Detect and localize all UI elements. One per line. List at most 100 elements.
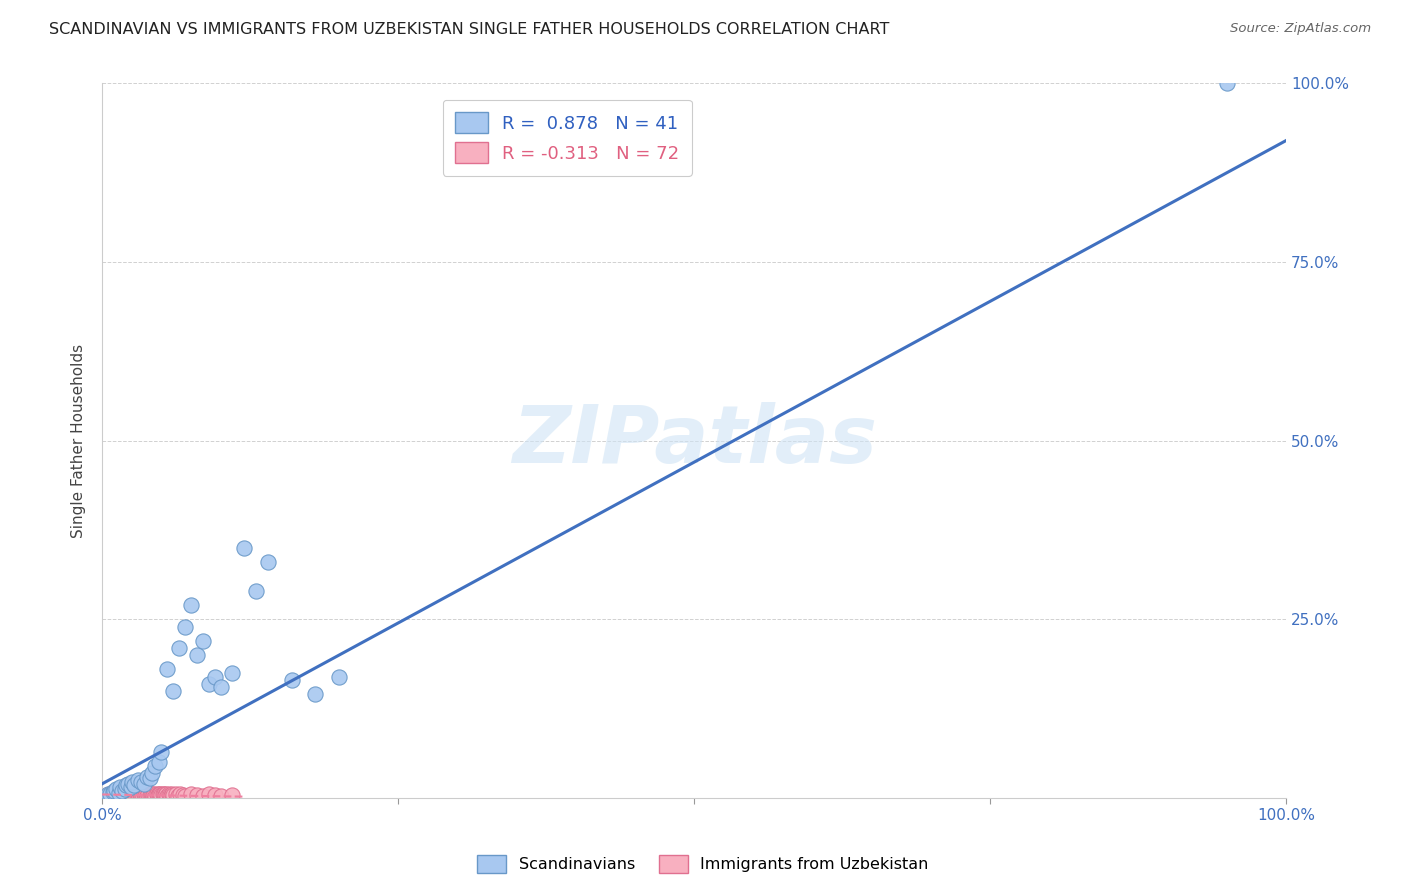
Point [114,782,136,797]
Point [143,787,166,801]
Point [100,787,122,801]
Point [146,788,169,802]
Point [97,789,120,803]
Point [233,541,256,555]
Point [136,789,159,803]
Point [122,778,145,792]
Point [191,633,214,648]
Point [162,788,184,802]
Point [103,788,125,802]
Point [107,788,129,802]
Point [145,759,167,773]
Point [221,665,243,680]
Point [204,788,226,802]
Legend: R =  0.878   N = 41, R = -0.313   N = 72: R = 0.878 N = 41, R = -0.313 N = 72 [443,100,692,176]
Point [136,770,159,784]
Point [141,788,163,802]
Point [152,787,174,801]
Point [108,780,131,795]
Point [245,583,267,598]
Point [145,789,167,803]
Y-axis label: Single Father Households: Single Father Households [72,343,86,538]
Point [127,773,149,788]
Point [94,789,117,804]
Point [131,787,153,801]
Point [197,677,219,691]
Point [186,648,208,662]
Point [221,788,243,802]
Point [129,775,152,789]
Point [209,789,232,803]
Point [138,788,160,802]
Point [160,788,183,802]
Point [132,788,155,802]
Point [127,787,149,801]
Point [100,789,122,803]
Point [101,789,124,804]
Point [204,669,226,683]
Point [174,789,197,803]
Point [128,789,150,803]
Point [138,771,160,785]
Text: Source: ZipAtlas.com: Source: ZipAtlas.com [1230,22,1371,36]
Point [191,789,214,803]
Point [167,789,190,803]
Point [138,788,160,802]
Point [122,788,145,802]
Point [104,788,127,802]
Point [105,782,128,797]
Point [125,788,148,802]
Point [115,778,138,792]
Point [121,775,143,789]
Point [100,788,122,802]
Point [96,788,118,802]
Point [174,619,197,633]
Point [97,788,120,802]
Point [107,788,129,802]
Point [152,788,174,802]
Point [328,669,350,683]
Point [111,784,134,798]
Point [160,789,183,803]
Point [180,788,202,802]
Point [145,788,167,802]
Point [141,766,163,780]
Point [167,640,190,655]
Point [169,788,191,802]
Point [115,789,138,803]
Point [139,787,162,801]
Point [112,788,135,802]
Point [209,681,232,695]
Point [134,788,156,802]
Point [148,756,170,770]
Point [98,788,121,802]
Point [121,788,143,802]
Point [280,673,302,688]
Point [120,780,142,795]
Point [257,555,280,569]
Point [129,788,152,802]
Point [162,684,184,698]
Point [117,777,139,791]
Point [153,788,176,802]
Point [135,787,157,801]
Point [107,786,129,800]
Point [108,787,131,801]
Point [155,787,177,801]
Point [124,788,146,802]
Point [129,788,152,802]
Point [180,598,202,612]
Point [111,788,134,802]
Point [150,745,173,759]
Point [159,788,181,802]
Point [172,788,194,802]
Point [165,788,187,802]
Point [120,787,142,801]
Point [157,788,180,802]
Point [93,789,115,804]
Point [105,789,128,803]
Point [118,788,141,802]
Point [110,789,132,803]
Point [115,788,138,802]
Point [122,787,145,801]
